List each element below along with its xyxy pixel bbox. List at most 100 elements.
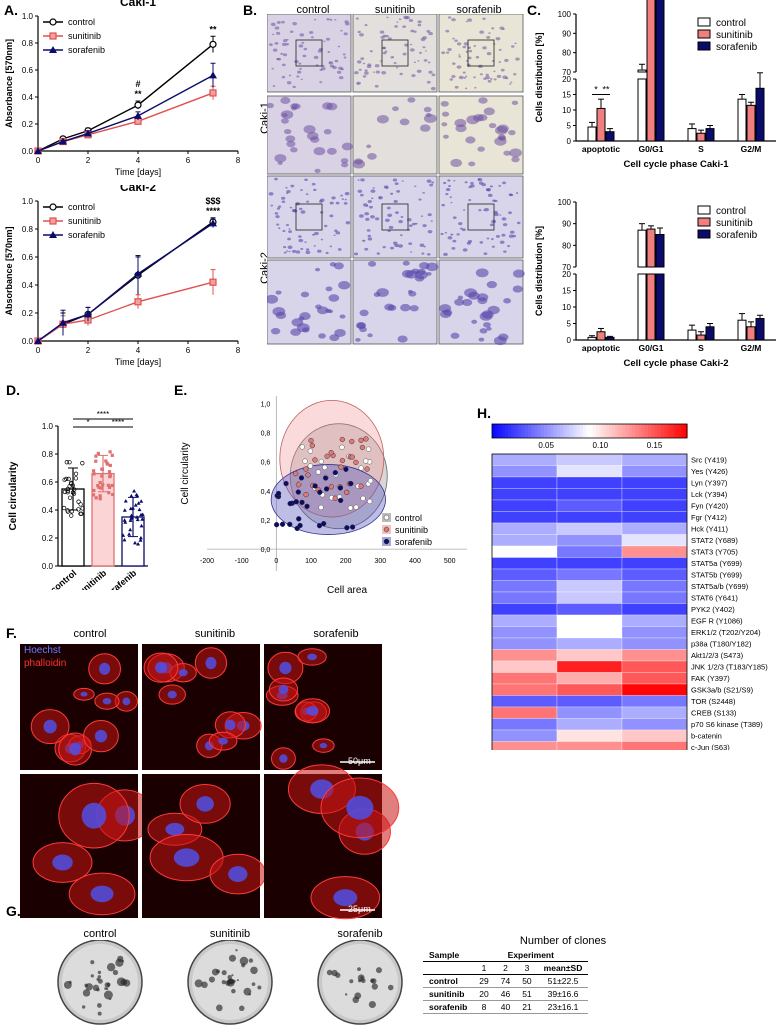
cell — [451, 75, 456, 79]
cell — [274, 154, 287, 163]
zoom-box — [467, 203, 495, 231]
cell — [491, 245, 495, 248]
data-point-control — [363, 458, 369, 464]
cell — [313, 147, 326, 156]
heatmap-cell — [556, 649, 623, 662]
fluor-col-label-control: control — [73, 628, 107, 640]
data-point-sunitinib — [305, 472, 311, 478]
colony — [371, 983, 378, 990]
cell — [329, 18, 333, 21]
cell — [503, 250, 507, 253]
nucleus — [178, 669, 188, 677]
colony — [326, 969, 333, 976]
bar-sorafenib — [605, 336, 615, 341]
cell — [493, 70, 496, 73]
y-tick-label: 80 — [562, 241, 571, 250]
panel-label-g: G. — [6, 903, 21, 919]
cell — [367, 333, 373, 338]
cell — [267, 102, 274, 109]
y-tick-label: 0.0 — [22, 337, 34, 346]
cell — [313, 188, 317, 192]
data-point — [64, 476, 69, 482]
colorbar-border — [491, 423, 688, 439]
cell — [512, 285, 523, 293]
fluorescence-panel-f: control sunitinib sorafenib Hoechst phal… — [20, 628, 410, 923]
heatmap-row-label: STAT2 (Y689) — [691, 536, 738, 545]
cell — [323, 40, 326, 43]
cell — [271, 67, 274, 70]
cell — [317, 306, 329, 315]
colorbar-segment — [648, 424, 652, 438]
heatmap-cell — [621, 729, 688, 742]
cell — [508, 211, 512, 215]
table-cell: 8 — [473, 1000, 495, 1014]
cell — [327, 309, 334, 314]
legend-label-sorafenib: sorafenib — [68, 45, 105, 55]
colony — [85, 983, 93, 991]
heatmap-cell — [556, 683, 623, 696]
cell — [441, 51, 446, 55]
data-point — [136, 501, 141, 505]
colorbar-segment — [544, 424, 548, 438]
dish-label-sorafenib: sorafenib — [337, 928, 383, 940]
bar-control — [587, 336, 597, 341]
panel-label-c: C. — [527, 2, 541, 18]
heatmap-cell — [491, 465, 558, 478]
bar-control — [637, 69, 647, 73]
heatmap-row-label: c-Jun (S63) — [691, 743, 730, 750]
cell — [396, 21, 399, 23]
cell — [495, 235, 500, 238]
cell — [337, 45, 341, 48]
cell — [290, 147, 298, 153]
cell — [440, 100, 449, 107]
cell — [414, 185, 417, 188]
significance-annotation: # — [135, 79, 140, 89]
y-axis-label: Cells distribution [%] — [534, 226, 544, 316]
colorbar-segment — [514, 424, 519, 438]
y-tick-label: 0.0 — [42, 562, 54, 571]
colorbar-segment — [534, 424, 539, 438]
marker-sorafenib — [209, 71, 217, 79]
nucleus — [196, 796, 214, 812]
y-tick-label: 0.8 — [22, 39, 34, 48]
heatmap-cell — [621, 741, 688, 750]
clones-table: Sample Experiment 1 2 3 mean±SD control … — [423, 949, 589, 1014]
cell — [409, 48, 415, 52]
cell — [303, 125, 316, 134]
cell — [452, 37, 455, 40]
cell — [355, 337, 361, 342]
cell — [320, 238, 324, 241]
colony — [360, 976, 364, 979]
y-tick-label: 100 — [558, 10, 572, 19]
heatmap-row-label: STAT6 (Y641) — [691, 594, 738, 603]
cell — [359, 309, 369, 317]
cell — [291, 209, 297, 213]
colorbar-segment — [592, 424, 597, 438]
cell — [286, 140, 296, 148]
cell — [507, 245, 511, 248]
cell — [340, 158, 349, 164]
y-tick-label: 1.0 — [22, 12, 34, 21]
colorbar-segment — [518, 424, 522, 438]
cell — [408, 242, 413, 246]
cell — [386, 206, 391, 210]
significance-annotation: ** — [209, 24, 217, 34]
cell — [285, 186, 288, 189]
y-axis-label: Cells distribution [%] — [534, 32, 544, 122]
y-tick-label: 1.0 — [42, 422, 54, 431]
cell — [318, 333, 326, 339]
cell — [473, 76, 476, 79]
data-point-sunitinib — [295, 482, 302, 488]
cell — [445, 187, 451, 192]
cell — [341, 198, 345, 200]
legend-marker — [383, 538, 390, 545]
colony — [68, 980, 72, 984]
cell — [458, 55, 462, 58]
data-point-sunitinib — [349, 438, 355, 445]
cell — [283, 251, 287, 254]
table-row: sunitinib 20 46 51 39±16.6 — [423, 987, 589, 1001]
heatmap-cell — [621, 706, 688, 719]
cell — [270, 22, 276, 27]
data-point — [108, 450, 112, 454]
bar-sorafenib — [755, 318, 765, 341]
